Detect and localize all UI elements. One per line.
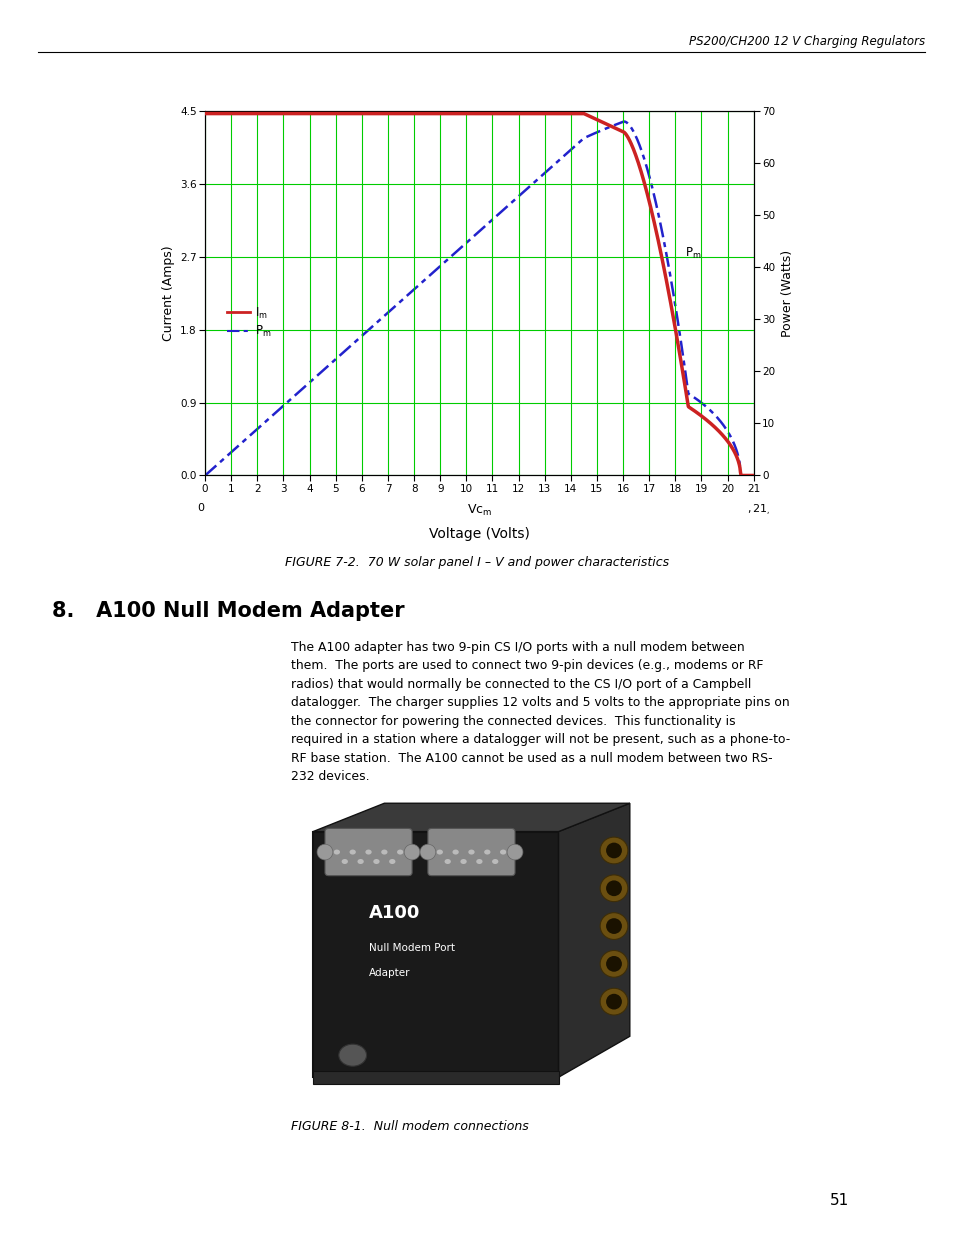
Text: FIGURE 7-2.  70 W solar panel I – V and power characteristics: FIGURE 7-2. 70 W solar panel I – V and p… [285, 556, 668, 569]
Text: The A100 adapter has two 9-pin CS I/O ports with a null modem between
them.  The: The A100 adapter has two 9-pin CS I/O po… [291, 641, 789, 783]
Circle shape [444, 860, 451, 864]
Circle shape [365, 850, 372, 855]
Circle shape [436, 850, 442, 855]
Circle shape [483, 850, 490, 855]
Y-axis label: Current (Amps): Current (Amps) [161, 246, 174, 341]
Y-axis label: Power (Watts): Power (Watts) [780, 249, 793, 337]
Ellipse shape [605, 881, 621, 897]
Text: 0: 0 [196, 503, 204, 513]
Polygon shape [558, 803, 629, 1077]
Text: 8.   A100 Null Modem Adapter: 8. A100 Null Modem Adapter [52, 601, 405, 621]
Circle shape [476, 860, 482, 864]
Ellipse shape [605, 842, 621, 858]
Circle shape [373, 860, 379, 864]
Circle shape [338, 1044, 366, 1066]
Text: $\mathregular{P_m}$: $\mathregular{P_m}$ [684, 246, 700, 261]
Text: $\mathregular{Vc_m}$: $\mathregular{Vc_m}$ [466, 503, 492, 517]
Text: Adapter: Adapter [368, 968, 410, 978]
Bar [313, 831, 558, 1077]
Circle shape [381, 850, 387, 855]
Text: PS200/CH200 12 V Charging Regulators: PS200/CH200 12 V Charging Regulators [688, 35, 924, 48]
Circle shape [357, 860, 363, 864]
Circle shape [349, 850, 355, 855]
Circle shape [341, 860, 348, 864]
Circle shape [389, 860, 395, 864]
Circle shape [492, 860, 497, 864]
Circle shape [396, 850, 403, 855]
Ellipse shape [605, 994, 621, 1009]
Circle shape [499, 850, 506, 855]
Ellipse shape [605, 918, 621, 934]
Ellipse shape [419, 845, 436, 860]
Ellipse shape [316, 845, 333, 860]
Circle shape [334, 850, 339, 855]
FancyBboxPatch shape [428, 829, 515, 876]
FancyBboxPatch shape [325, 829, 412, 876]
Ellipse shape [605, 956, 621, 972]
Polygon shape [313, 803, 629, 831]
Ellipse shape [404, 845, 419, 860]
Ellipse shape [599, 837, 627, 863]
Text: Voltage (Volts): Voltage (Volts) [429, 527, 529, 541]
Circle shape [460, 860, 466, 864]
Circle shape [452, 850, 458, 855]
Text: A100: A100 [368, 904, 419, 923]
Ellipse shape [599, 988, 627, 1015]
Text: $,21_,$: $,21_,$ [746, 503, 769, 517]
Circle shape [468, 850, 475, 855]
Ellipse shape [599, 874, 627, 902]
Text: FIGURE 8-1.  Null modem connections: FIGURE 8-1. Null modem connections [291, 1120, 528, 1134]
Legend: $\mathregular{I_m}$, $\mathregular{P_m}$: $\mathregular{I_m}$, $\mathregular{P_m}$ [222, 301, 276, 345]
Ellipse shape [507, 845, 522, 860]
Text: Null Modem Port: Null Modem Port [368, 944, 454, 953]
Text: 51: 51 [829, 1193, 848, 1208]
Bar [313, 1071, 558, 1083]
Ellipse shape [599, 913, 627, 940]
Ellipse shape [599, 951, 627, 977]
